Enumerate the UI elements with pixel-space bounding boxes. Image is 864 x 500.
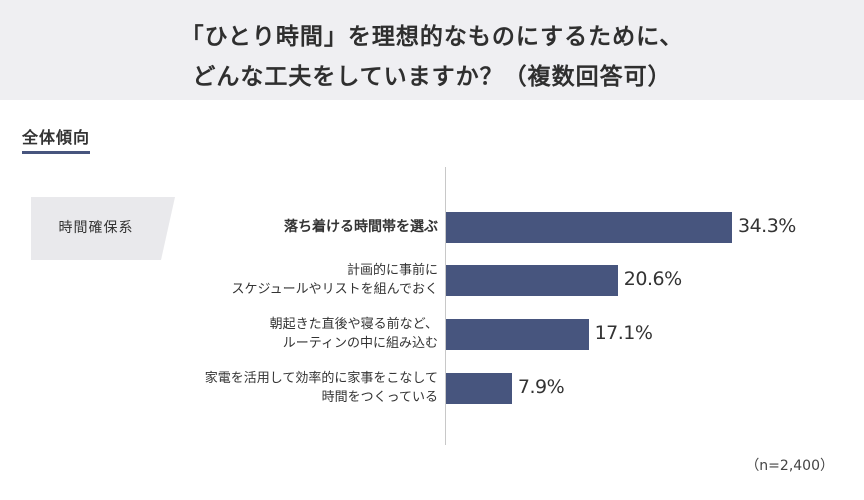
header-band	[0, 0, 864, 100]
category-label-2: 計画的に事前に スケジュールやリストを組んでおく	[231, 263, 438, 297]
sample-size-note: （n=2,400）	[745, 458, 834, 474]
bar-2	[446, 264, 618, 296]
category-label-4: 家電を活用して効率的に家事をこなして 時間をつくっている	[204, 371, 438, 405]
value-label-4: 7.9%	[517, 376, 565, 398]
category-label-3: 朝起きた直後や寝る前など、 ルーティンの中に組み込む	[269, 317, 438, 351]
group-label: 時間確保系	[58, 220, 134, 236]
bar-3	[446, 318, 589, 350]
group-label-box	[31, 197, 161, 260]
category-label-1: 落ち着ける時間帯を選ぶ	[284, 218, 438, 235]
chart-title-line-2: どんな工夫をしていますか？（複数回答可）	[192, 64, 672, 90]
value-label-2: 20.6%	[623, 268, 682, 290]
category-axis-line	[445, 167, 446, 445]
chart-title-line-1: 「ひとり時間」を理想的なものにするために、	[180, 24, 684, 50]
section-title: 全体傾向	[22, 124, 91, 154]
group-label-box-tab	[161, 197, 175, 260]
bar-4	[446, 372, 512, 404]
value-label-3: 17.1%	[594, 322, 653, 344]
value-label-1: 34.3%	[738, 215, 796, 237]
bar-1	[446, 211, 732, 243]
